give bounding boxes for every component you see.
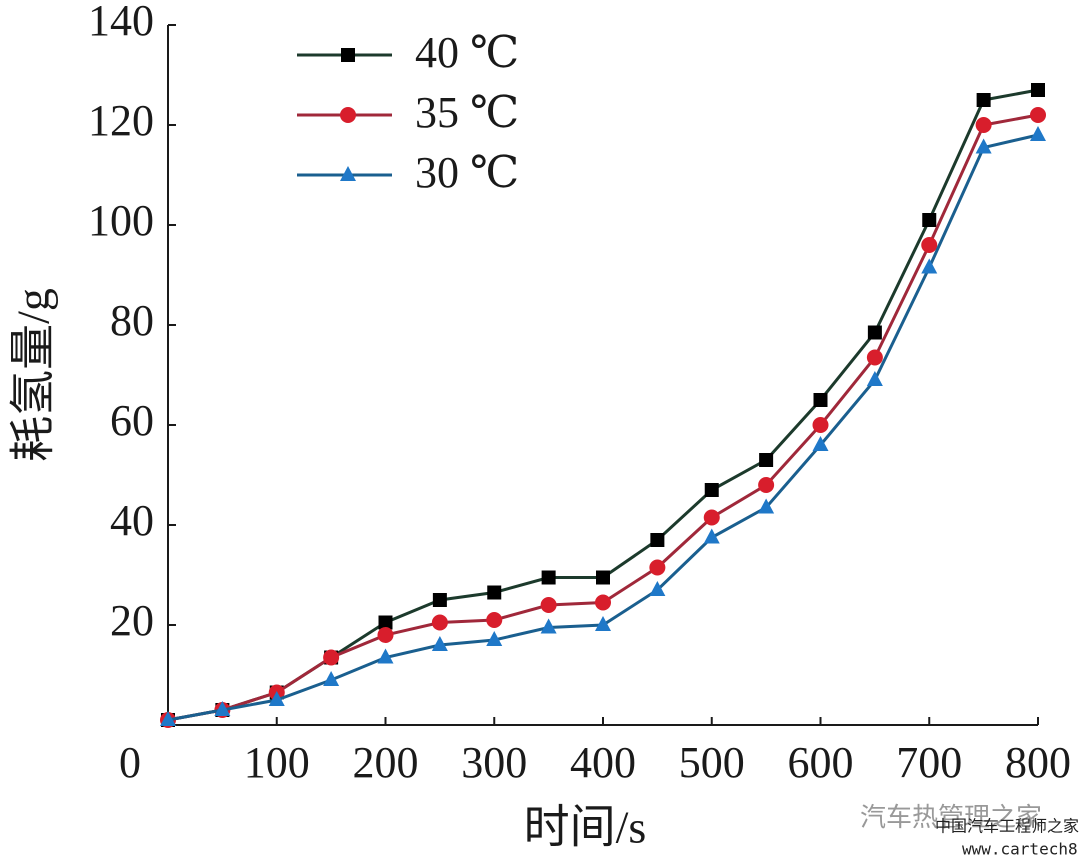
y-tick-label: 140 [88,0,154,45]
data-point [813,393,828,407]
y-tick-label: 40 [110,496,154,545]
y-tick-label: 80 [110,296,154,345]
data-point [921,237,938,253]
data-point [541,570,556,585]
data-point [487,585,502,600]
data-point [540,618,557,634]
data-point [268,691,285,706]
data-point [759,453,774,467]
data-point [378,615,393,630]
data-point [595,616,611,631]
x-tick-label: 700 [896,738,962,787]
y-tick-label: 20 [110,596,154,645]
data-point [432,593,447,607]
legend-label: 40 ℃ [415,28,519,77]
data-point [866,349,883,366]
data-point [1030,126,1046,141]
data-point [649,581,666,596]
data-point [812,436,829,451]
data-point [650,533,665,547]
watermark: 中国汽车工程师之家 [935,818,1079,836]
data-point [377,627,394,643]
data-point [758,498,775,514]
data-point [866,371,883,386]
data-point [486,612,503,628]
watermark: 汽车热管理之家 [860,803,1042,832]
x-tick-label: 200 [353,738,419,787]
data-point [540,597,557,613]
data-point [431,614,448,631]
data-point [704,483,719,497]
y-tick-label: 120 [88,96,154,145]
watermark: www.cartech8.com [962,840,1080,859]
data-point [323,671,340,686]
data-point [214,701,231,716]
data-point [976,93,991,107]
legend-marker [340,166,356,181]
data-point [921,258,938,274]
x-tick-label: 800 [1005,738,1071,787]
x-tick-label: 0 [119,738,141,787]
data-point [1031,83,1045,97]
data-point [975,138,992,154]
legend-label: 35 ℃ [415,88,519,137]
x-tick-label: 100 [244,738,310,787]
data-point [377,648,394,664]
data-point [596,570,610,585]
series-line [167,133,1039,722]
x-axis-label: 时间/s [524,802,647,853]
x-tick-label: 400 [570,738,636,787]
legend-marker [341,48,355,62]
data-point [758,477,775,493]
x-tick-label: 300 [461,738,527,787]
legend-marker [340,107,356,123]
data-point [703,509,720,526]
y-tick-label: 100 [88,196,154,245]
x-tick-label: 500 [679,738,745,787]
data-point [1030,107,1046,123]
data-point [595,594,611,611]
data-point [486,631,503,646]
data-point [922,213,937,227]
data-point [160,711,176,726]
data-point [867,325,882,340]
legend-label: 30 ℃ [415,148,519,197]
data-point [649,559,666,576]
data-point [812,417,829,433]
data-point [431,636,448,651]
y-tick-label: 60 [110,396,154,445]
data-point [323,649,340,666]
x-tick-label: 600 [788,738,854,787]
data-point [975,117,992,133]
data-point [703,528,720,544]
y-axis-label: 耗氢量/g [8,288,59,462]
